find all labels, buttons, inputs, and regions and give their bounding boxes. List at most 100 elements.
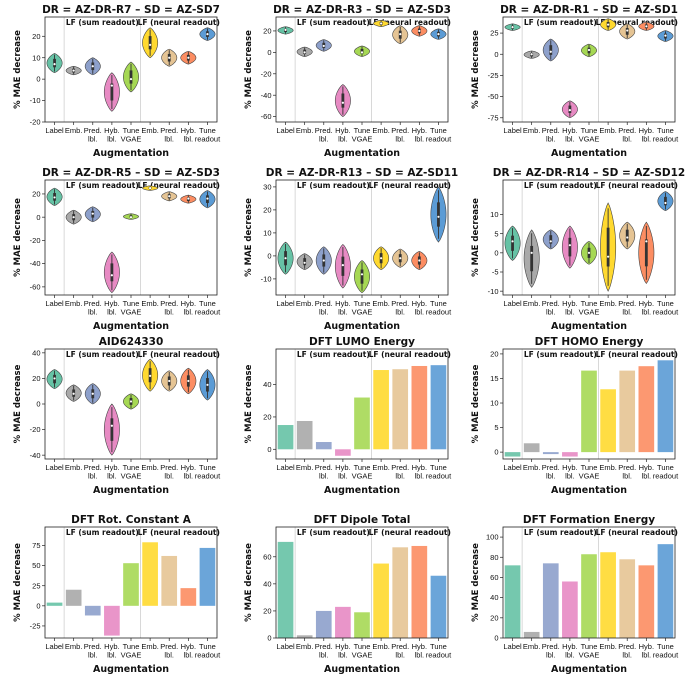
x-tick-label: Label — [276, 126, 295, 135]
x-tick-label: Pred. — [542, 642, 560, 651]
x-tick-label: lbl. — [565, 308, 575, 317]
neural-readout-label: LF (neural readout) — [596, 528, 678, 537]
violin-box — [530, 245, 534, 272]
x-tick-label: Pred. — [391, 463, 409, 472]
panel-title: DR = AZ-DR-R3 – SD = AZ-SD3 — [273, 4, 451, 16]
axes-frame — [502, 16, 676, 123]
x-tick-label: Hyb. — [562, 299, 577, 308]
y-axis-label: % MAE decrease — [244, 364, 254, 443]
violin-box — [129, 70, 133, 84]
y-tick-label: 0 — [494, 248, 498, 257]
y-tick-label: -40 — [261, 91, 272, 100]
y-tick-label: 10 — [263, 229, 271, 238]
panel-title: DFT Dipole Total — [314, 514, 411, 526]
violin-median — [399, 33, 402, 36]
neural-readout-label: LF (neural readout) — [138, 528, 220, 537]
y-tick-label: 10 — [490, 210, 498, 219]
x-tick-label: Hyb. — [412, 642, 427, 651]
x-tick-label: lbl. — [107, 472, 117, 481]
x-axis-label: Augmentation — [324, 485, 400, 496]
panel-1: DR = AZ-DR-R7 – SD = AZ-SD7 LF (sum reado… — [13, 4, 221, 159]
x-tick-label: Tune — [430, 299, 447, 308]
violin-median — [322, 44, 325, 48]
x-axis-label: Augmentation — [324, 321, 400, 332]
x-tick-label: lbl. — [546, 135, 556, 144]
x-tick-label: Pred. — [542, 299, 560, 308]
violin-median — [360, 273, 364, 276]
panel-title: DFT Rot. Constant A — [71, 514, 192, 526]
x-tick-label: Pred. — [160, 126, 178, 135]
x-tick-label: Label — [503, 126, 522, 135]
violin-median — [149, 374, 152, 377]
violin-box — [148, 36, 152, 50]
bar — [46, 602, 63, 606]
x-tick-label: lbl. — [622, 135, 632, 144]
x-tick-label: Hyb. — [181, 642, 196, 651]
y-tick-label: -10 — [488, 287, 499, 296]
x-tick-label: Hyb. — [639, 642, 654, 651]
violin-median — [303, 51, 306, 54]
x-tick-label: Hyb. — [104, 463, 119, 472]
x-tick-label: Emb. — [599, 642, 617, 651]
violin-median — [129, 78, 133, 81]
panel-title: DR = AZ-DR-R14 – SD = AZ-SD12 — [493, 167, 685, 179]
x-tick-label: lbl. — [88, 308, 98, 317]
x-tick-label: lbl. — [88, 135, 98, 144]
x-tick-label: Pred. — [391, 642, 409, 651]
x-tick-label: Pred. — [315, 642, 333, 651]
x-tick-label: lbl. — [164, 472, 174, 481]
y-tick-label: -10 — [261, 275, 272, 284]
violin-box — [303, 258, 307, 266]
bar — [199, 547, 216, 606]
bar — [296, 420, 313, 450]
x-tick-label: Tune — [657, 642, 674, 651]
x-tick-label: Tune — [581, 463, 598, 472]
bar — [354, 612, 370, 638]
bar — [392, 547, 409, 638]
violin-box — [360, 269, 364, 284]
x-tick-label: Tune — [123, 463, 140, 472]
x-tick-label: VGAE — [579, 472, 600, 481]
bar — [657, 544, 674, 638]
violin-median — [437, 215, 440, 218]
y-tick-label: 0 — [36, 213, 40, 222]
sum-readout-label: LF (sum readout) — [297, 18, 370, 27]
bar — [296, 635, 313, 638]
x-tick-label: readout — [426, 651, 452, 660]
x-tick-label: Hyb. — [562, 642, 577, 651]
bar — [600, 552, 616, 638]
violin-median — [168, 195, 171, 198]
x-tick-label: Tune — [123, 299, 140, 308]
x-tick-label: lbl. — [88, 651, 98, 660]
bar — [373, 370, 389, 450]
violin-median — [206, 383, 209, 386]
bar — [504, 565, 521, 638]
panel-title: DFT LUMO Energy — [309, 336, 415, 348]
y-tick-label: -20 — [30, 118, 41, 127]
x-tick-label: lbl. — [546, 472, 556, 481]
x-tick-label: readout — [653, 308, 679, 317]
x-tick-label: Tune — [199, 463, 216, 472]
bar — [315, 442, 332, 450]
violin-box — [437, 202, 440, 227]
x-tick-label: Hyb. — [562, 126, 577, 135]
y-axis-label: % MAE decrease — [471, 364, 481, 443]
x-tick-label: Emb. — [523, 126, 541, 135]
x-tick-label: Pred. — [84, 463, 102, 472]
x-tick-label: Emb. — [65, 126, 83, 135]
x-tick-label: Emb. — [141, 642, 159, 651]
x-axis-label: Augmentation — [551, 148, 627, 159]
neural-readout-label: LF (neural readout) — [369, 350, 451, 359]
x-tick-label: Tune — [657, 299, 674, 308]
x-tick-label: readout — [653, 472, 679, 481]
x-tick-label: Label — [45, 126, 64, 135]
x-tick-label: VGAE — [121, 135, 142, 144]
y-tick-label: 20 — [32, 190, 40, 199]
x-tick-label: Emb. — [141, 299, 159, 308]
x-tick-label: VGAE — [121, 308, 142, 317]
x-tick-label: Pred. — [618, 299, 636, 308]
violin-box — [664, 196, 667, 206]
bar — [142, 542, 158, 606]
y-tick-label: 0 — [36, 601, 40, 610]
x-tick-label: lbl. — [164, 651, 174, 660]
